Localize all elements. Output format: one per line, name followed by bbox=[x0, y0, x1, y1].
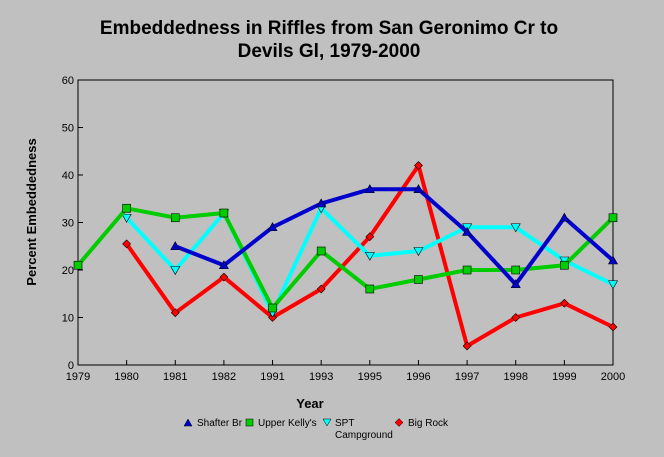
series-big-rock bbox=[122, 161, 618, 351]
y-axis-label: Percent Embeddedness bbox=[24, 138, 39, 285]
chart-title-line2: Devils Gl, 1979-2000 bbox=[238, 41, 421, 62]
data-point-big-rock bbox=[122, 239, 132, 249]
data-point-upper-kelly-s bbox=[608, 213, 618, 223]
data-point-big-rock bbox=[559, 298, 569, 308]
x-tick-label: 1991 bbox=[260, 371, 284, 383]
x-axis-label: Year bbox=[296, 396, 323, 411]
data-point-shafter-br bbox=[413, 184, 424, 194]
legend-marker-upper-kellys bbox=[245, 418, 254, 427]
x-tick-label: 1981 bbox=[163, 371, 187, 383]
data-point-upper-kelly-s bbox=[560, 260, 569, 270]
data-point-shafter-br bbox=[218, 260, 229, 270]
x-tick-label: 2000 bbox=[601, 371, 625, 383]
data-point-spt-campground bbox=[364, 251, 375, 261]
data-point-spt-campground bbox=[607, 280, 619, 290]
data-point-spt-campground bbox=[510, 223, 521, 233]
data-point-upper-kelly-s bbox=[365, 284, 375, 294]
data-point-upper-kelly-s bbox=[462, 265, 472, 275]
data-point-upper-kelly-s bbox=[73, 260, 83, 270]
data-point-upper-kelly-s bbox=[122, 203, 131, 213]
y-tick-label: 60 bbox=[62, 75, 74, 87]
legend-item-shafter-br: Shafter Br bbox=[183, 418, 243, 429]
x-tick-label: 1995 bbox=[358, 371, 382, 383]
legend-item-big-rock: Big Rock bbox=[394, 418, 449, 429]
y-tick-label: 50 bbox=[62, 123, 74, 135]
data-point-spt-campground bbox=[413, 247, 424, 257]
legend: Shafter Br Upper Kelly's SPT Campground … bbox=[183, 418, 449, 441]
x-tick-label: 1979 bbox=[66, 371, 90, 383]
x-tick-label: 1980 bbox=[114, 371, 138, 383]
data-point-upper-kelly-s bbox=[511, 265, 521, 275]
data-point-spt-campground bbox=[121, 213, 132, 223]
legend-label-big-rock: Big Rock bbox=[408, 418, 449, 429]
plot-area bbox=[77, 79, 614, 366]
data-point-big-rock bbox=[170, 308, 180, 318]
y-tick-label: 40 bbox=[62, 170, 74, 182]
x-tick-label: 1997 bbox=[455, 371, 479, 383]
data-point-big-rock bbox=[414, 161, 423, 170]
data-point-big-rock bbox=[511, 313, 521, 322]
data-point-shafter-br bbox=[462, 226, 473, 236]
data-point-big-rock bbox=[316, 284, 326, 294]
legend-label-upper-kellys: Upper Kelly's bbox=[258, 418, 317, 429]
legend-label-spt-campground-line1: SPT bbox=[335, 418, 354, 429]
data-point-upper-kelly-s bbox=[268, 303, 277, 313]
data-point-big-rock bbox=[462, 341, 472, 351]
x-tick-label: 1993 bbox=[309, 371, 333, 383]
data-point-shafter-br bbox=[267, 222, 278, 232]
x-axis: 1979 1980 1981 1982 1991 1993 1995 1996 1997 1998… bbox=[66, 360, 625, 383]
data-point-shafter-br bbox=[510, 279, 521, 289]
x-tick-label: 1999 bbox=[552, 371, 576, 383]
chart-title-line1: Embeddedness in Riffles from San Geronim… bbox=[100, 18, 558, 39]
data-point-big-rock bbox=[608, 322, 618, 332]
data-point-shafter-br bbox=[316, 198, 327, 208]
x-tick-label: 1996 bbox=[406, 371, 430, 383]
data-point-shafter-br bbox=[170, 241, 181, 251]
y-tick-label: 20 bbox=[62, 265, 74, 277]
data-point-upper-kelly-s bbox=[316, 246, 326, 256]
y-tick-label: 0 bbox=[68, 360, 74, 372]
x-tick-label: 1998 bbox=[503, 371, 527, 383]
y-tick-label: 30 bbox=[62, 218, 74, 230]
data-point-big-rock bbox=[365, 232, 375, 242]
legend-marker-shafter-br bbox=[183, 418, 193, 427]
data-point-upper-kelly-s bbox=[170, 213, 180, 223]
legend-label-spt-campground-line2: Campground bbox=[335, 430, 393, 441]
legend-label-shafter-br: Shafter Br bbox=[197, 418, 243, 429]
legend-item-upper-kellys: Upper Kelly's bbox=[245, 418, 317, 429]
legend-marker-spt-campground bbox=[322, 418, 332, 427]
data-point-shafter-br bbox=[559, 212, 570, 222]
series-shafter-br bbox=[170, 184, 619, 289]
x-tick-label: 1982 bbox=[212, 371, 236, 383]
series-upper-kelly-s bbox=[73, 203, 618, 313]
series-line-upper-kelly-s bbox=[76, 206, 615, 310]
data-point-shafter-br bbox=[607, 255, 619, 265]
series-layer bbox=[73, 161, 619, 351]
series-line-shafter-br bbox=[174, 187, 615, 287]
y-axis: 0 10 20 30 40 50 60 bbox=[62, 75, 83, 372]
y-tick-label: 10 bbox=[62, 313, 74, 325]
data-point-upper-kelly-s bbox=[219, 208, 229, 218]
data-point-upper-kelly-s bbox=[414, 275, 423, 284]
data-point-shafter-br bbox=[364, 184, 375, 194]
data-point-spt-campground bbox=[170, 266, 181, 276]
data-point-big-rock bbox=[219, 272, 229, 282]
legend-item-spt-campground: SPT Campground bbox=[322, 418, 393, 441]
legend-marker-big-rock bbox=[394, 418, 404, 427]
